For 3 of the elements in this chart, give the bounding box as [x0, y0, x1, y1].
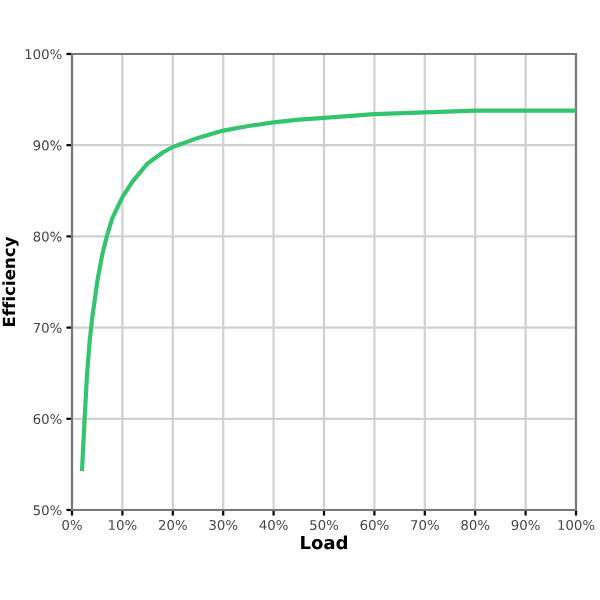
y-axis-title: Efficiency	[2, 236, 19, 327]
x-axis-title: Load	[301, 535, 347, 550]
line-series	[79, 108, 576, 472]
